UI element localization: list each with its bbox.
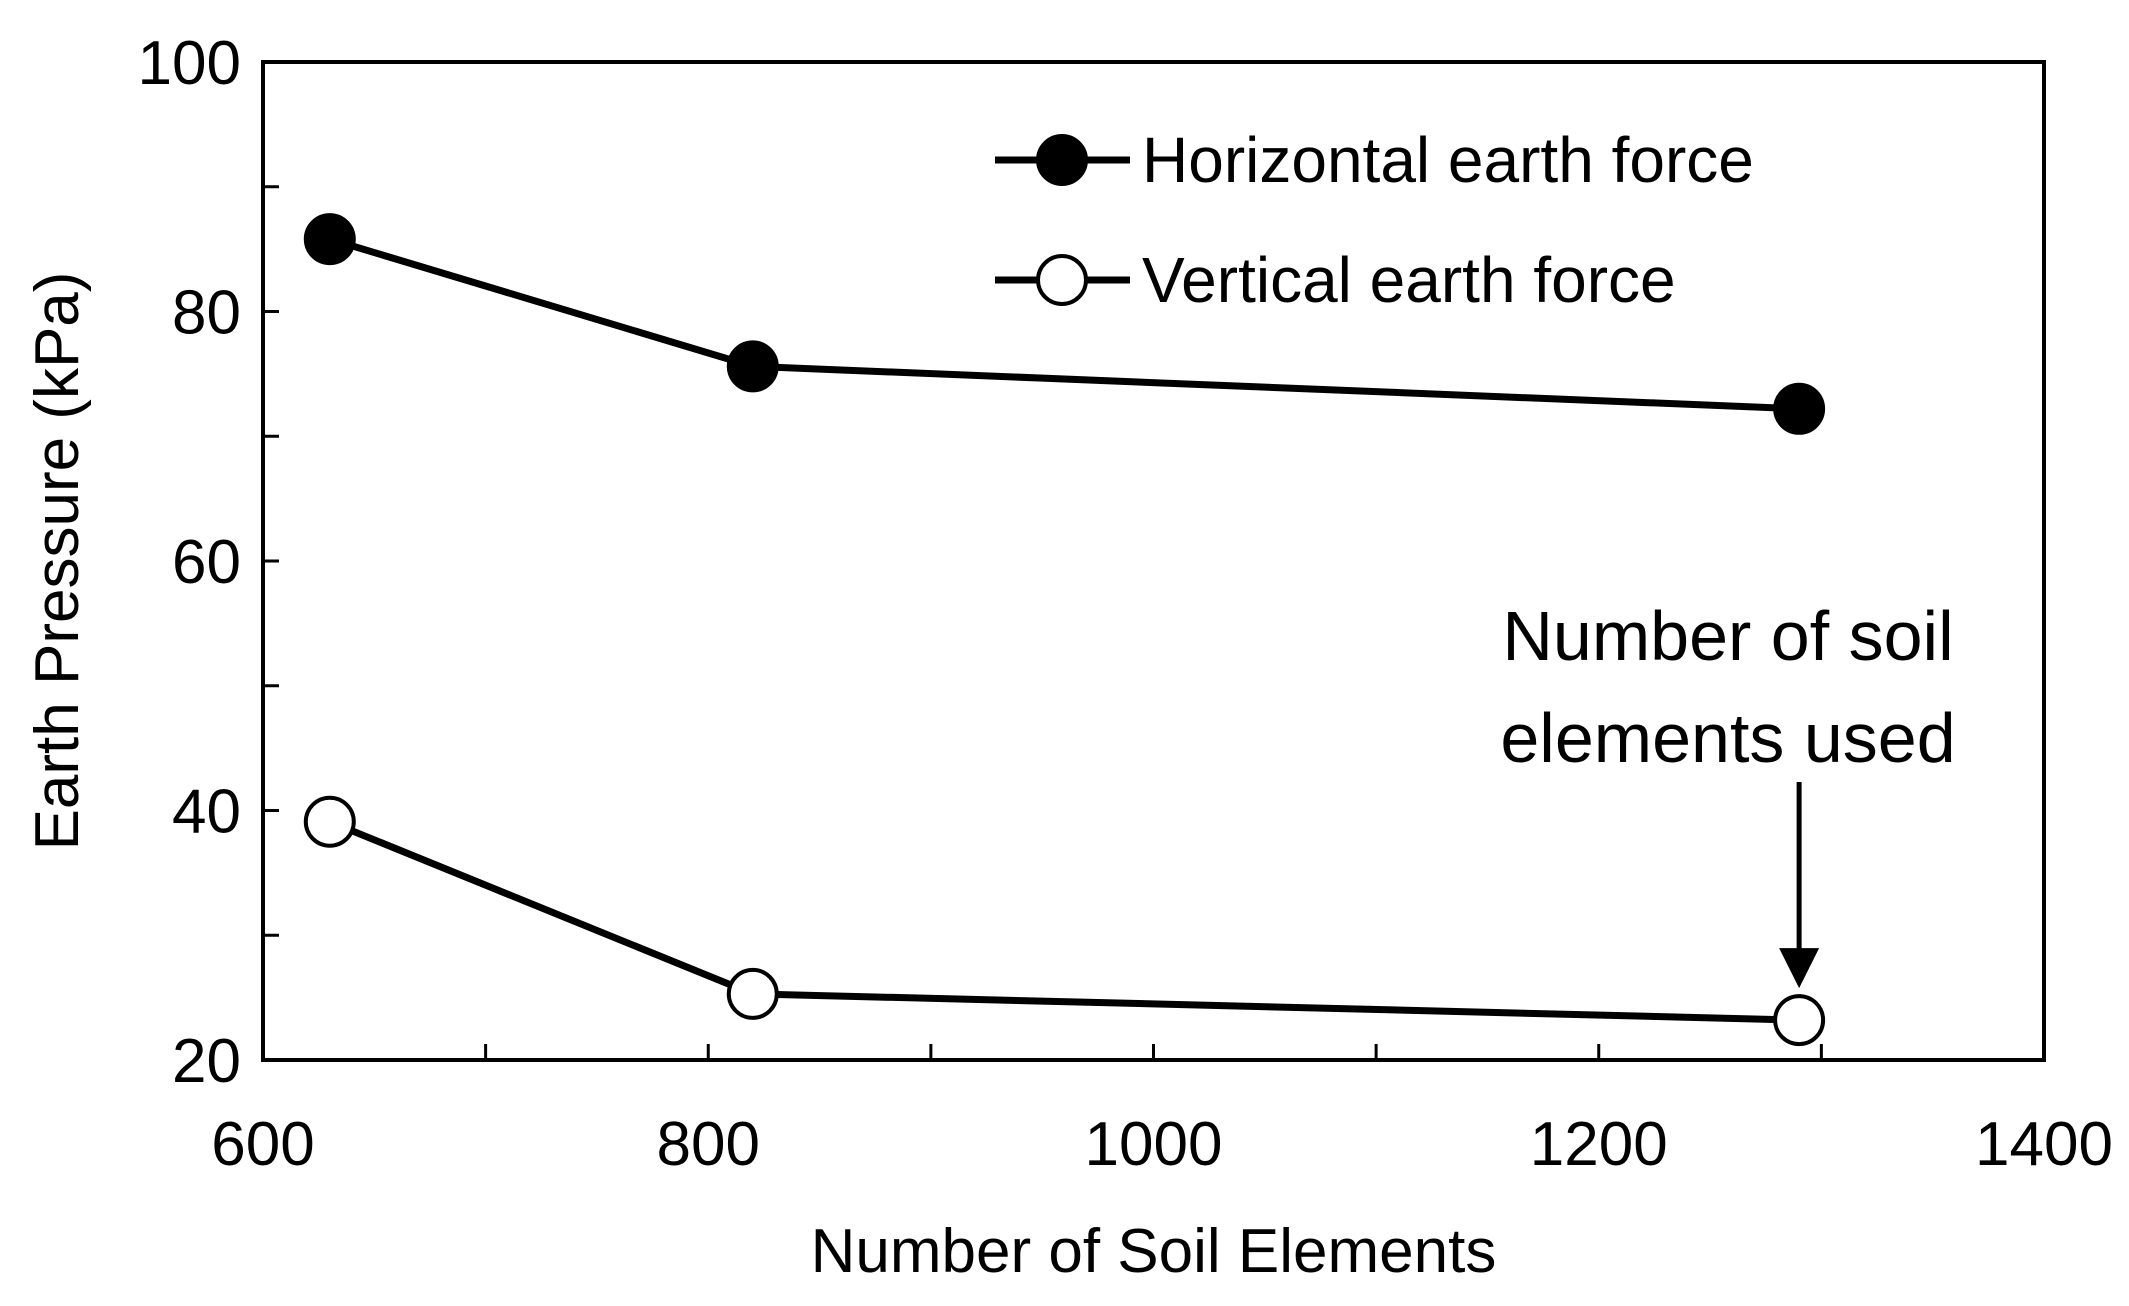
- series-horizontal: [303, 213, 1826, 435]
- x-tick-label: 600: [211, 1110, 314, 1179]
- annotation: Number of soil elements used: [1500, 597, 1956, 989]
- series-layer: [303, 213, 1826, 1047]
- series-line: [328, 818, 1800, 1024]
- legend-label: Horizontal earth force: [1142, 124, 1754, 196]
- series-vertical: [303, 795, 1826, 1047]
- legend-marker: [1036, 134, 1088, 186]
- y-tick-label: 20: [172, 1027, 241, 1096]
- y-axis-title: Earth Pressure (kPa): [23, 272, 92, 851]
- x-tick-label: 800: [657, 1110, 760, 1179]
- annotation-line-2: elements used: [1500, 699, 1955, 777]
- x-tick-label: 1000: [1085, 1110, 1223, 1179]
- legend-label: Vertical earth force: [1142, 244, 1676, 316]
- data-point: [303, 213, 356, 266]
- x-tick-label: 1200: [1530, 1110, 1668, 1179]
- data-point: [1773, 994, 1826, 1047]
- data-point: [303, 795, 356, 848]
- y-tick-label: 100: [138, 29, 241, 98]
- ticks-layer: [263, 185, 1823, 1060]
- y-tick-label: 80: [172, 279, 241, 348]
- legend-item: Horizontal earth force: [995, 124, 1754, 196]
- data-point: [1773, 382, 1826, 435]
- legend-item: Vertical earth force: [995, 244, 1676, 316]
- y-tick-label: 60: [172, 528, 241, 597]
- plot-frame: [261, 60, 2046, 1062]
- annotation-line-1: Number of soil: [1502, 597, 1953, 675]
- data-point: [726, 340, 779, 393]
- tick-labels-layer: 600 800 1000 1200 1400 20 40 60 80 100: [138, 29, 2113, 1179]
- y-tick-label: 40: [172, 778, 241, 847]
- annotation-arrow-head: [1779, 948, 1820, 989]
- legend: Horizontal earth force Vertical earth for…: [995, 124, 1754, 316]
- x-axis-title: Number of Soil Elements: [811, 1217, 1497, 1286]
- data-point: [726, 967, 779, 1020]
- legend-marker: [1036, 254, 1088, 306]
- x-tick-label: 1400: [1975, 1110, 2113, 1179]
